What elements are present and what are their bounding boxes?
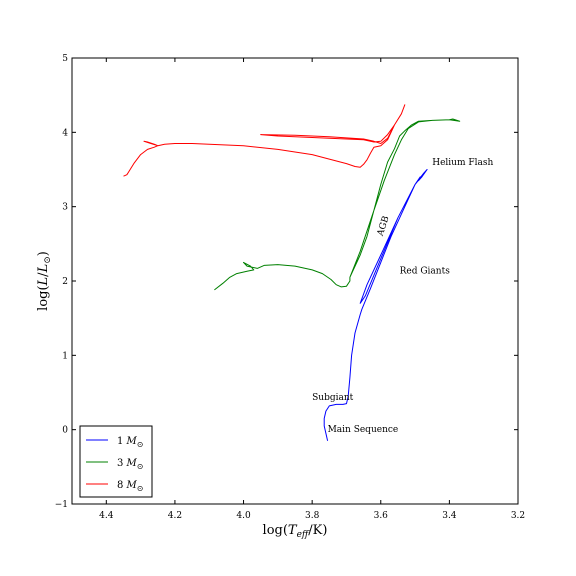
legend-entries: 1 M⊙ 3 M⊙ 8 M⊙: [86, 436, 144, 493]
y-tick-label: 3: [62, 203, 68, 213]
y-tick-label: 5: [62, 54, 68, 64]
x-tick-label: 3.4: [442, 511, 457, 521]
x-tick-label: 3.2: [511, 511, 525, 521]
x-tick-label: 4.2: [168, 511, 182, 521]
annotation-label: Helium Flash: [432, 158, 493, 168]
x-tick-label: 3.8: [305, 511, 320, 521]
x-tick-label: 4.4: [99, 511, 114, 521]
annotation-label: Main Sequence: [328, 425, 399, 435]
x-axis-title: log(Teff/K): [263, 523, 328, 540]
x-tick-label: 3.6: [374, 511, 389, 521]
y-tick-label: 2: [62, 277, 68, 287]
series-line-3-msun: [214, 118, 461, 291]
legend-label: 1 M⊙: [117, 436, 144, 449]
x-tick-label: 4.0: [236, 511, 251, 521]
series-line-8-msun: [123, 104, 406, 177]
x-axis-ticks: 4.4 4.2 4.0 3.8 3.6 3.4 3.2: [99, 58, 525, 521]
y-tick-label: 1: [62, 351, 68, 361]
legend-label: 8 M⊙: [117, 480, 144, 493]
series-line-1-msun: [323, 169, 428, 441]
annotation-label: Subgiant: [312, 393, 354, 403]
y-tick-label: −1: [55, 500, 68, 510]
y-tick-label: 0: [62, 426, 68, 436]
series-layer: [123, 104, 461, 441]
legend: 1 M⊙ 3 M⊙ 8 M⊙: [79, 425, 153, 498]
legend-label: 3 M⊙: [117, 458, 144, 471]
y-axis-title: log(L/L⊙): [36, 251, 53, 311]
y-axis-ticks: −1 0 1 2 3 4 5: [55, 54, 518, 510]
annotation-label: Red Giants: [400, 267, 451, 277]
y-tick-label: 4: [62, 128, 68, 138]
